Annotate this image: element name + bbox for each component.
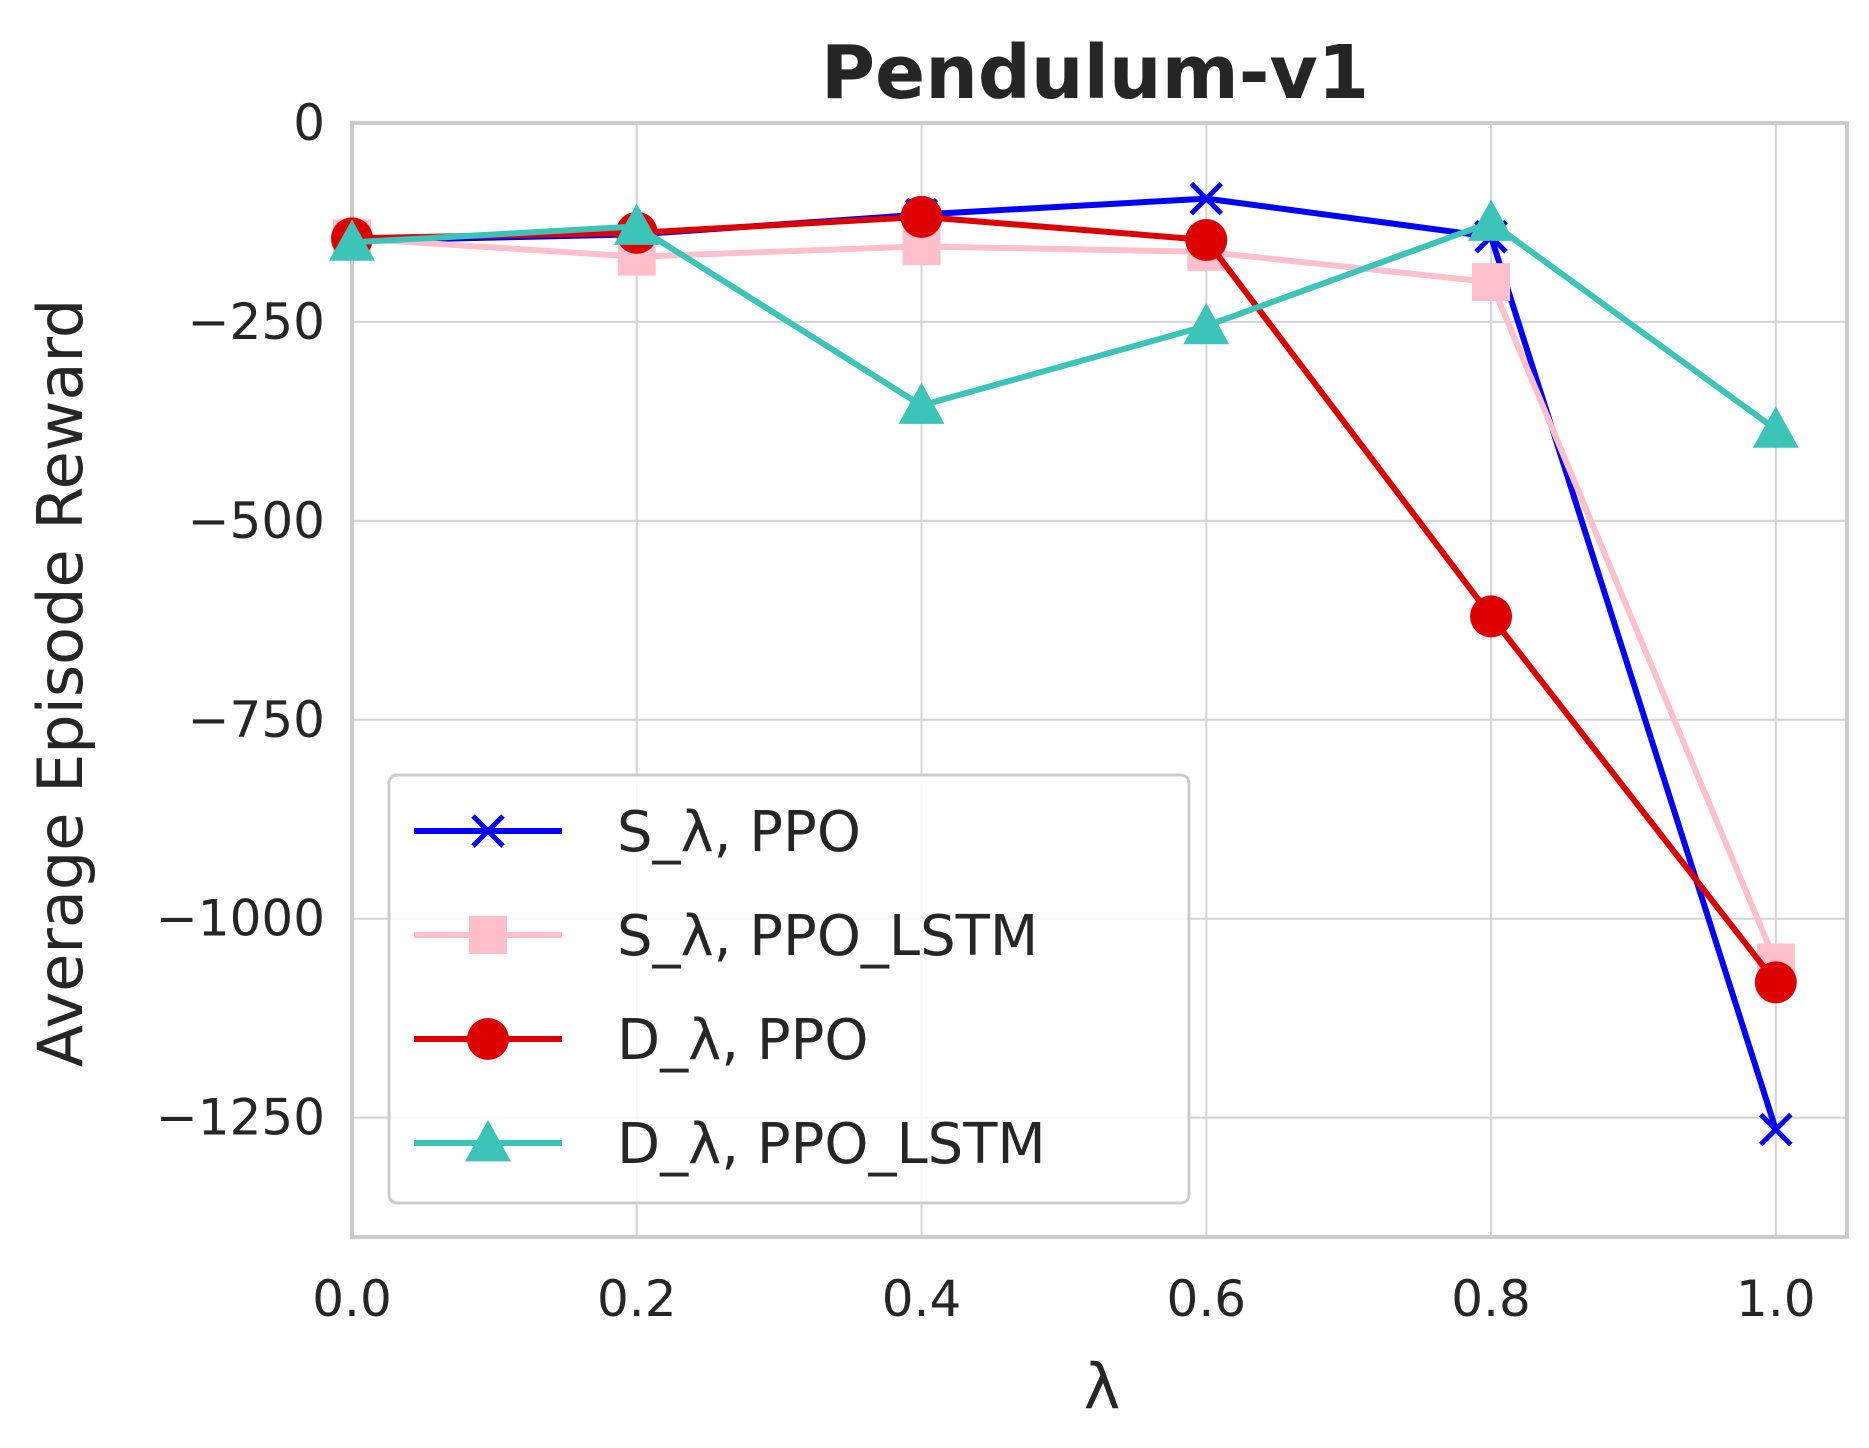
data-point xyxy=(1470,595,1513,638)
x-tick-label: 0.8 xyxy=(1451,1270,1531,1328)
legend-label: D_λ, PPO xyxy=(617,1008,868,1073)
data-point xyxy=(1754,961,1797,1004)
x-tick-label: 0.6 xyxy=(1167,1270,1247,1328)
data-point xyxy=(1189,181,1224,216)
legend-item: S_λ, PPO_LSTM xyxy=(414,904,1038,969)
plot-frame xyxy=(350,121,1849,1239)
series-layer xyxy=(329,181,1799,1147)
series-4 xyxy=(329,199,1799,448)
y-axis-title: Average Episode Reward xyxy=(24,299,97,1067)
x-tick-label: 0.0 xyxy=(312,1270,392,1328)
legend-item: S_λ, PPO xyxy=(414,800,861,865)
y-tick-label: 0 xyxy=(293,94,325,152)
data-point xyxy=(1183,302,1230,345)
data-point xyxy=(329,219,375,261)
legend-marker xyxy=(471,814,505,848)
x-tick-label: 1.0 xyxy=(1736,1270,1816,1328)
legend: S_λ, PPO S_λ, PPO_LSTM D_λ, PPO D_λ, PPO_LS… xyxy=(387,773,1191,1205)
series-line xyxy=(351,235,1779,964)
series-line xyxy=(351,213,1779,985)
y-tick-label: −500 xyxy=(188,492,325,550)
data-point xyxy=(1752,406,1799,448)
x-tick-label: 0.2 xyxy=(597,1270,677,1328)
data-point xyxy=(900,195,943,238)
y-tick-label: −250 xyxy=(188,293,325,351)
data-point xyxy=(1468,199,1515,241)
chart-title: Pendulum-v1 xyxy=(821,30,1369,116)
legend-box xyxy=(387,773,1191,1205)
legend-label: S_λ, PPO_LSTM xyxy=(617,904,1038,969)
tick-labels: 0.0 0.2 0.4 0.6 0.8 1.0 0 −250 −500 −750 −1000 −125… xyxy=(156,94,1816,1328)
legend-marker xyxy=(467,1018,509,1060)
data-point xyxy=(613,203,660,245)
data-point xyxy=(898,382,945,424)
legend-marker xyxy=(469,916,507,954)
y-tick-label: −1250 xyxy=(156,1089,325,1147)
series-line xyxy=(351,219,1778,432)
legend-item: D_λ, PPO_LSTM xyxy=(414,1112,1046,1177)
data-point xyxy=(1472,263,1511,302)
y-tick-label: −1000 xyxy=(156,890,325,948)
legend-item: D_λ, PPO xyxy=(414,1008,868,1073)
legend-marker xyxy=(465,1120,511,1162)
x-axis-title: λ xyxy=(1084,1350,1121,1423)
legend-label: D_λ, PPO_LSTM xyxy=(617,1112,1046,1177)
data-point xyxy=(1185,218,1228,261)
data-point xyxy=(1759,1112,1793,1147)
y-tick-label: −750 xyxy=(188,691,325,749)
legend-label: S_λ, PPO xyxy=(617,800,861,865)
x-tick-label: 0.4 xyxy=(882,1270,962,1328)
